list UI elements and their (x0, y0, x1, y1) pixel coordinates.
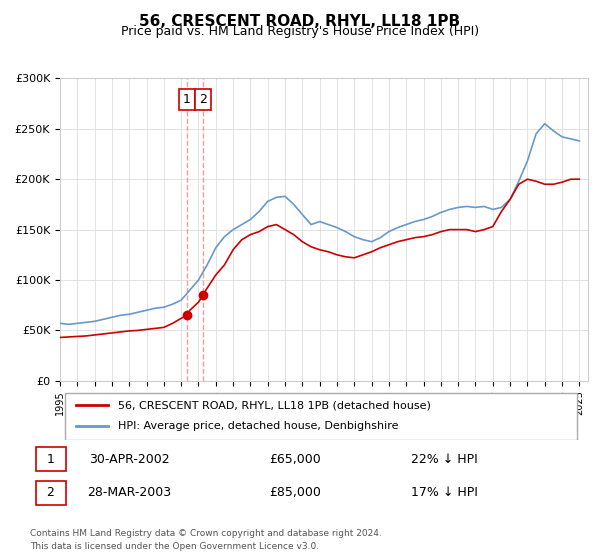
Text: 2: 2 (46, 486, 55, 500)
Text: 22% ↓ HPI: 22% ↓ HPI (410, 452, 478, 466)
FancyBboxPatch shape (35, 480, 66, 505)
Text: 1: 1 (183, 93, 191, 106)
Text: £85,000: £85,000 (269, 486, 321, 500)
Text: 30-APR-2002: 30-APR-2002 (89, 452, 170, 466)
Text: £65,000: £65,000 (269, 452, 321, 466)
Text: Contains HM Land Registry data © Crown copyright and database right 2024.: Contains HM Land Registry data © Crown c… (30, 529, 382, 538)
FancyBboxPatch shape (35, 447, 66, 472)
Text: Price paid vs. HM Land Registry's House Price Index (HPI): Price paid vs. HM Land Registry's House … (121, 25, 479, 38)
Text: This data is licensed under the Open Government Licence v3.0.: This data is licensed under the Open Gov… (30, 542, 319, 551)
Text: 2: 2 (199, 93, 207, 106)
Text: 28-MAR-2003: 28-MAR-2003 (87, 486, 172, 500)
Text: 56, CRESCENT ROAD, RHYL, LL18 1PB (detached house): 56, CRESCENT ROAD, RHYL, LL18 1PB (detac… (118, 400, 431, 410)
Text: HPI: Average price, detached house, Denbighshire: HPI: Average price, detached house, Denb… (118, 421, 398, 431)
Text: 17% ↓ HPI: 17% ↓ HPI (410, 486, 478, 500)
Text: 1: 1 (46, 452, 55, 466)
FancyBboxPatch shape (65, 393, 577, 440)
Text: 56, CRESCENT ROAD, RHYL, LL18 1PB: 56, CRESCENT ROAD, RHYL, LL18 1PB (139, 14, 461, 29)
